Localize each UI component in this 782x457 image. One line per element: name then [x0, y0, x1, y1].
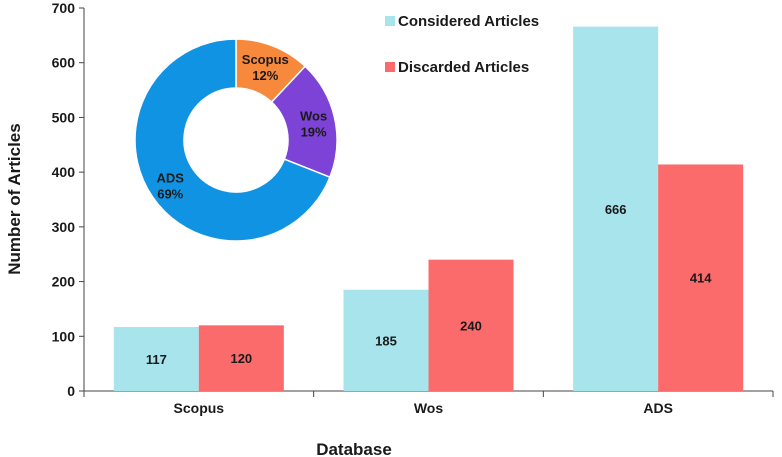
x-tick-label: Scopus: [174, 400, 225, 416]
y-axis-title: Number of Articles: [5, 123, 24, 274]
bar-value-label: 666: [605, 202, 627, 217]
x-tick-label: ADS: [643, 400, 673, 416]
bar-series: 117 120 185 240 666 414: [113, 26, 744, 392]
donut-slice-name: Wos: [300, 109, 327, 124]
donut-slice-percent: 19%: [301, 125, 327, 140]
bar: [573, 26, 659, 392]
donut-slice-name: ADS: [157, 171, 185, 186]
donut-slice: [134, 38, 331, 242]
legend-swatch: [385, 62, 395, 72]
y-tick-label: 100: [52, 328, 76, 344]
legend-swatch: [385, 16, 395, 26]
x-tick-label: Wos: [414, 400, 444, 416]
bar-value-label: 240: [460, 318, 482, 333]
bar: [198, 325, 284, 391]
y-tick-label: 500: [52, 109, 76, 125]
legend-label: Discarded Articles: [398, 59, 529, 76]
y-tick-label: 300: [52, 219, 76, 235]
bar-value-label: 117: [146, 352, 167, 367]
legend-label: Considered Articles: [398, 13, 539, 30]
bar: [428, 259, 514, 391]
y-tick-label: 200: [52, 274, 76, 290]
bar: [658, 164, 744, 391]
bar: [343, 289, 429, 391]
x-axis-title: Database: [316, 440, 392, 457]
donut-slice-percent: 12%: [252, 68, 278, 83]
bar-value-label: 120: [230, 351, 252, 366]
donut-slice-name: Scopus: [242, 52, 289, 67]
bar: [113, 326, 199, 391]
y-tick-label: 400: [52, 164, 76, 180]
bar-value-label: 414: [690, 271, 712, 286]
y-tick-label: 0: [67, 383, 75, 399]
y-tick-label: 600: [52, 55, 76, 71]
legend: Considered Articles Discarded Articles: [385, 13, 539, 76]
y-tick-label: 700: [52, 0, 76, 16]
bar-value-label: 185: [375, 333, 397, 348]
donut-slice-percent: 69%: [157, 187, 183, 202]
